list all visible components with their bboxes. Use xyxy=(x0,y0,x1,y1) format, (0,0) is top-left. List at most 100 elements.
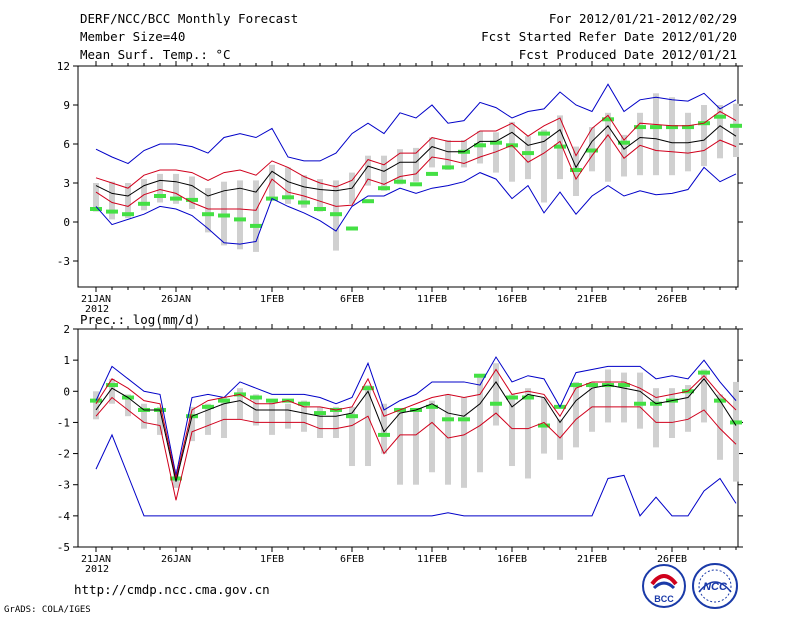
temp-climate-marker xyxy=(378,186,390,191)
prec-ytick-label: -4 xyxy=(57,510,71,523)
temp-xtick-year: 2012 xyxy=(85,304,109,315)
temp-climate-marker xyxy=(234,217,246,222)
temp-ensemble-box xyxy=(621,134,627,177)
temp-climate-marker xyxy=(442,165,454,170)
source-url[interactable]: http://cmdp.ncc.cma.gov.cn xyxy=(74,582,270,597)
temp-climate-marker xyxy=(122,212,134,217)
prec-ensemble-box xyxy=(509,394,515,467)
prec-xtick-label: 1FEB xyxy=(260,554,284,565)
temp-climate-marker xyxy=(650,125,662,130)
prec-ensemble-box xyxy=(621,372,627,423)
prec-xtick-label: 26JAN xyxy=(161,554,191,565)
temp-xtick-label: 6FEB xyxy=(340,294,364,305)
prec-ensemble-box xyxy=(301,400,307,432)
temp-ensemble-box xyxy=(397,149,403,185)
temp-panel-title: Mean Surf. Temp.: °C xyxy=(80,47,231,62)
temp-climate-marker xyxy=(218,213,230,218)
prec-climate-marker xyxy=(106,383,118,388)
prec-climate-marker xyxy=(218,398,230,403)
prec-ensemble-box xyxy=(429,400,435,473)
prec-ytick-label: 2 xyxy=(63,323,70,336)
prec-ytick-label: 1 xyxy=(63,354,70,367)
temp-climate-marker xyxy=(186,197,198,202)
temp-climate-marker xyxy=(90,207,102,211)
temp-ensemble-box xyxy=(301,175,307,208)
prec-climate-marker xyxy=(730,420,742,425)
temp-climate-marker xyxy=(474,143,486,148)
temp-climate-marker xyxy=(106,209,118,214)
bcc-logo: BCC xyxy=(642,564,686,608)
prec-series-min xyxy=(95,433,737,517)
temp-climate-marker xyxy=(586,148,598,153)
bcc-logo-text: BCC xyxy=(654,594,674,604)
prec-ensemble-box xyxy=(269,400,275,435)
prec-xtick-label: 6FEB xyxy=(340,554,364,565)
prec-ensemble-box xyxy=(157,406,163,435)
temp-climate-marker xyxy=(522,151,534,156)
prec-ensemble-box xyxy=(477,375,483,473)
start-date-label: Fcst Started Refer Date 2012/01/20 xyxy=(481,29,737,44)
temp-ensemble-box xyxy=(717,105,723,159)
temp-xtick-label: 21FEB xyxy=(577,294,607,305)
prec-climate-marker xyxy=(298,401,310,406)
temp-series-p25 xyxy=(95,134,737,211)
temp-ensemble-box xyxy=(685,112,691,172)
prec-ensemble-box xyxy=(221,397,227,438)
prec-climate-marker xyxy=(426,404,438,409)
temp-climate-marker xyxy=(154,194,166,198)
temp-ensemble-box xyxy=(109,181,115,220)
prec-ensemble-box xyxy=(413,409,419,485)
member-size-label: Member Size=40 xyxy=(80,29,186,44)
prec-ytick-label: -1 xyxy=(57,416,70,429)
temp-ensemble-box xyxy=(525,136,531,180)
forecast-period-label: For 2012/01/21-2012/02/29 xyxy=(548,11,737,26)
temp-ensemble-box xyxy=(317,179,323,212)
prec-ensemble-box xyxy=(237,388,243,420)
prec-ensemble-box xyxy=(701,369,707,423)
prec-ensemble-box xyxy=(189,406,195,442)
temp-climate-marker xyxy=(730,123,742,128)
temp-ensemble-box xyxy=(653,93,659,176)
temp-xtick-label: 21JAN xyxy=(81,294,111,305)
prec-climate-marker xyxy=(538,423,550,428)
temp-ensemble-box xyxy=(381,155,387,191)
temp-series-min xyxy=(95,166,737,245)
temp-ensemble-box xyxy=(205,188,211,233)
prec-ensemble-box xyxy=(141,403,147,429)
prec-climate-marker xyxy=(362,386,374,391)
temp-ensemble-box xyxy=(157,173,163,203)
temp-ensemble-box xyxy=(125,183,131,219)
temp-climate-marker xyxy=(714,114,726,119)
temp-climate-marker xyxy=(314,207,326,211)
prec-xtick-year: 2012 xyxy=(85,564,109,575)
prec-climate-marker xyxy=(570,383,582,388)
temp-series-p75 xyxy=(95,110,737,189)
prec-climate-marker xyxy=(250,395,262,400)
prec-ensemble-box xyxy=(461,397,467,488)
prec-ytick-label: -3 xyxy=(57,479,70,492)
ncc-logo-text: NCC xyxy=(703,581,728,593)
prec-xtick-label: 11FEB xyxy=(417,554,447,565)
prec-climate-marker xyxy=(314,411,326,416)
prec-xtick-label: 21JAN xyxy=(81,554,111,565)
temp-ensemble-box xyxy=(605,112,611,182)
temp-ensemble-box xyxy=(493,132,499,173)
temp-ensemble-box xyxy=(701,105,707,167)
prec-climate-marker xyxy=(634,401,646,406)
ncc-logo: NCC xyxy=(692,563,738,609)
prec-climate-marker xyxy=(266,398,278,403)
temp-ytick-label: 0 xyxy=(63,216,70,229)
prec-ensemble-box xyxy=(605,369,611,423)
prec-ytick-label: -2 xyxy=(57,448,70,461)
prec-climate-marker xyxy=(586,383,598,388)
temp-climate-marker xyxy=(554,144,566,149)
temp-climate-marker xyxy=(538,131,550,136)
temp-xtick-label: 26JAN xyxy=(161,294,191,305)
prec-climate-marker xyxy=(346,414,358,419)
grads-credit: GrADS: COLA/IGES xyxy=(4,605,91,615)
temp-ensemble-box xyxy=(237,180,243,250)
prec-ensemble-box xyxy=(717,394,723,460)
temp-climate-marker xyxy=(426,171,438,176)
prec-ensemble-box xyxy=(733,381,739,482)
temp-ensemble-box xyxy=(173,173,179,204)
